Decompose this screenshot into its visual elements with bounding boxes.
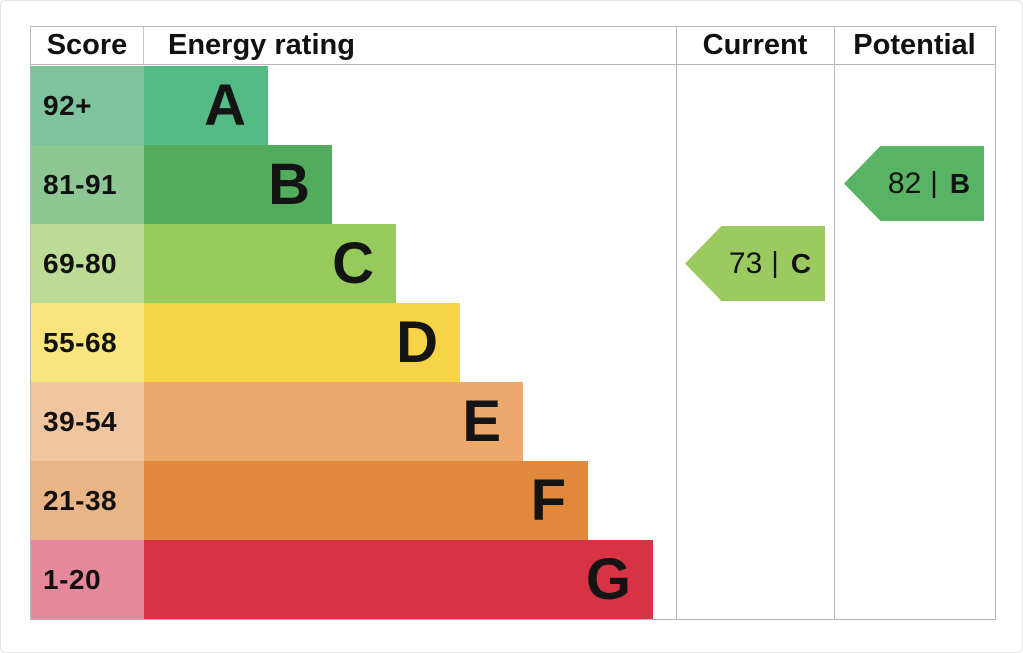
current-band-letter: C (790, 247, 812, 279)
score-range-cell: 39-54 (31, 382, 144, 461)
band-row-a: 92+ A (31, 66, 995, 145)
rating-bar-f: F (144, 461, 588, 540)
header-energy-rating: Energy rating (168, 29, 355, 61)
rating-bar-a: A (144, 66, 268, 145)
pipe-separator: | (930, 167, 938, 199)
rating-bar-e: E (144, 382, 523, 461)
potential-band-letter: B (949, 167, 971, 199)
potential-column-divider (834, 27, 835, 619)
table-header: Score Energy rating Current Potential (31, 27, 995, 65)
rating-bar-c: C (144, 224, 396, 303)
header-current: Current (702, 29, 808, 61)
score-range-cell: 81-91 (31, 145, 144, 224)
score-range-cell: 21-38 (31, 461, 144, 540)
rating-bar-g: G (144, 540, 653, 619)
current-score-value: 73 (728, 246, 763, 280)
score-range-cell: 1-20 (31, 540, 144, 619)
epc-table: Score Energy rating Current Potential 92… (30, 26, 996, 620)
score-range-cell: 69-80 (31, 224, 144, 303)
band-row-f: 21-38 F (31, 461, 995, 540)
rating-letter: F (530, 467, 566, 533)
score-range-cell: 92+ (31, 66, 144, 145)
band-row-c: 69-80 C (31, 224, 995, 303)
rating-bands: 92+ A 81-91 B 69-80 C 55-68 D (31, 66, 995, 619)
rating-letter: C (332, 230, 374, 296)
rating-letter: B (268, 151, 310, 217)
header-score: Score (31, 27, 144, 64)
rating-letter: A (204, 72, 246, 138)
band-row-g: 1-20 G (31, 540, 995, 619)
current-column-divider (676, 27, 677, 619)
rating-bar-b: B (144, 145, 332, 224)
rating-letter: G (585, 546, 631, 612)
pipe-separator: | (771, 247, 779, 279)
rating-letter: D (396, 309, 438, 375)
band-row-d: 55-68 D (31, 303, 995, 382)
band-row-e: 39-54 E (31, 382, 995, 461)
rating-letter: E (462, 388, 501, 454)
score-range-cell: 55-68 (31, 303, 144, 382)
rating-bar-d: D (144, 303, 460, 382)
potential-score-value: 82 (887, 166, 922, 200)
band-row-b: 81-91 B (31, 145, 995, 224)
header-potential: Potential (853, 29, 976, 61)
